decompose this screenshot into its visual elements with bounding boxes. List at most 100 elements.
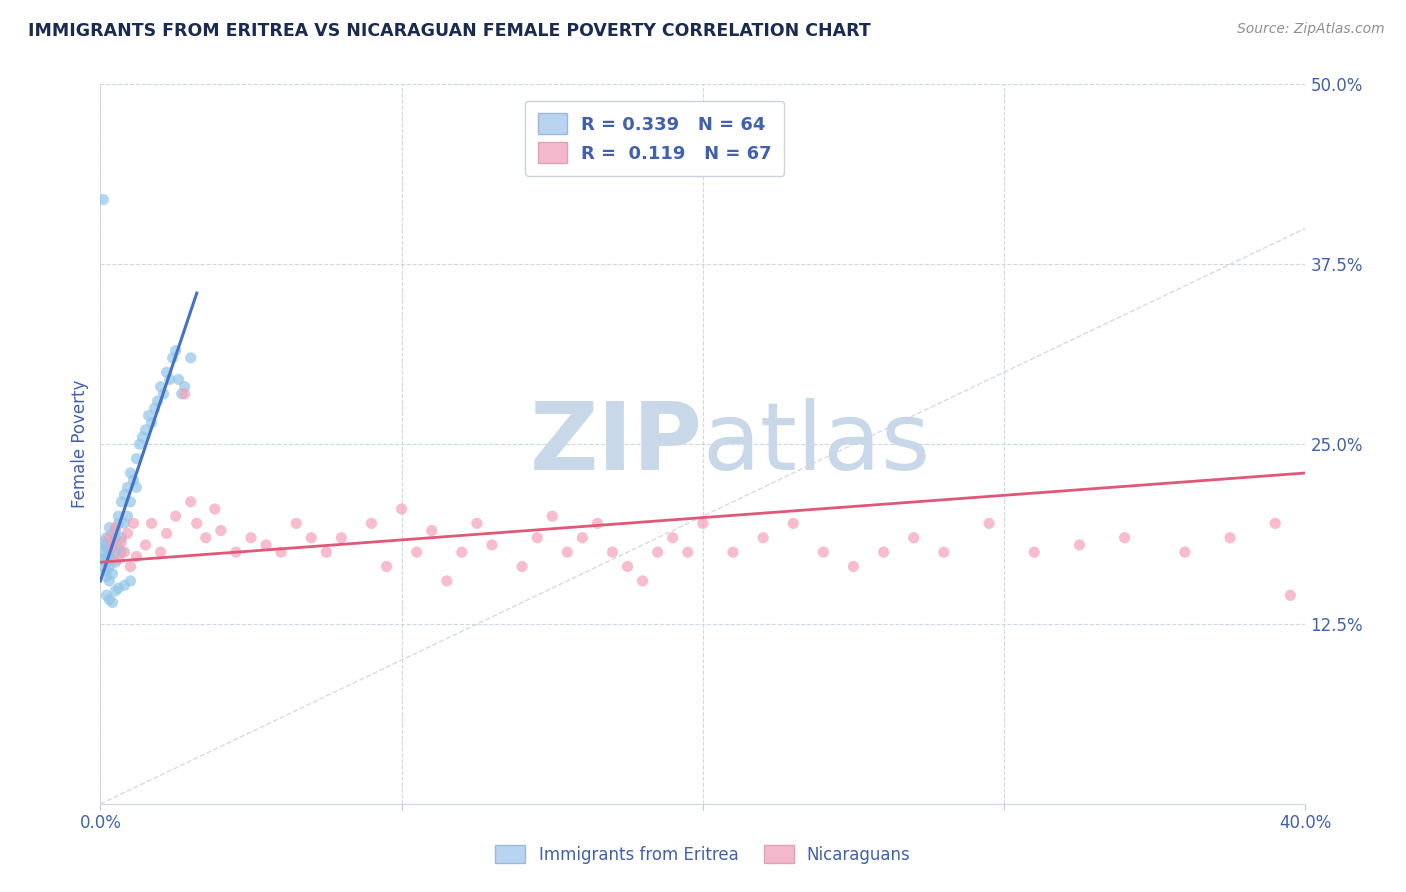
Point xyxy=(104,555,127,569)
Point xyxy=(141,516,163,531)
Point xyxy=(120,574,142,588)
Point xyxy=(586,516,609,531)
Point xyxy=(165,343,187,358)
Point xyxy=(107,552,129,566)
Point xyxy=(254,538,277,552)
Point xyxy=(1114,531,1136,545)
Point xyxy=(391,502,413,516)
Point xyxy=(541,509,564,524)
Point xyxy=(93,193,115,207)
Point xyxy=(117,509,139,524)
Point xyxy=(122,473,145,487)
Point xyxy=(96,588,118,602)
Text: ZIP: ZIP xyxy=(530,398,703,491)
Point xyxy=(149,545,172,559)
Point xyxy=(143,401,166,416)
Point xyxy=(110,495,132,509)
Point xyxy=(170,387,193,401)
Point xyxy=(149,379,172,393)
Point xyxy=(93,559,115,574)
Point xyxy=(602,545,624,559)
Point xyxy=(156,526,179,541)
Point xyxy=(96,555,118,569)
Point xyxy=(1174,545,1197,559)
Point xyxy=(299,531,322,545)
Point xyxy=(107,516,129,531)
Point xyxy=(813,545,835,559)
Point xyxy=(114,516,136,531)
Point xyxy=(631,574,654,588)
Point xyxy=(526,531,548,545)
Point xyxy=(225,545,247,559)
Point xyxy=(270,545,292,559)
Point xyxy=(93,552,115,566)
Point xyxy=(98,574,121,588)
Point xyxy=(96,538,118,552)
Point xyxy=(117,480,139,494)
Point xyxy=(104,521,127,535)
Point xyxy=(165,509,187,524)
Point xyxy=(125,480,148,494)
Point xyxy=(436,574,458,588)
Point xyxy=(101,566,124,581)
Point xyxy=(96,549,118,564)
Point xyxy=(96,564,118,578)
Point xyxy=(104,545,127,559)
Point xyxy=(117,526,139,541)
Point xyxy=(616,559,638,574)
Point xyxy=(120,495,142,509)
Point xyxy=(98,521,121,535)
Point xyxy=(420,524,443,538)
Point xyxy=(1024,545,1046,559)
Point xyxy=(194,531,217,545)
Point xyxy=(186,516,208,531)
Point xyxy=(131,430,153,444)
Point xyxy=(180,351,202,365)
Point xyxy=(285,516,308,531)
Point xyxy=(173,387,195,401)
Point xyxy=(101,526,124,541)
Point xyxy=(180,495,202,509)
Point xyxy=(752,531,775,545)
Point xyxy=(842,559,865,574)
Point xyxy=(125,549,148,564)
Point xyxy=(107,581,129,595)
Point xyxy=(98,548,121,562)
Point xyxy=(330,531,353,545)
Point xyxy=(204,502,226,516)
Point xyxy=(1069,538,1091,552)
Point xyxy=(1264,516,1286,531)
Text: Source: ZipAtlas.com: Source: ZipAtlas.com xyxy=(1237,22,1385,37)
Point xyxy=(135,423,157,437)
Point xyxy=(315,545,337,559)
Point xyxy=(1219,531,1241,545)
Point xyxy=(122,516,145,531)
Point xyxy=(101,595,124,609)
Point xyxy=(96,569,118,583)
Point xyxy=(647,545,669,559)
Point xyxy=(120,559,142,574)
Point xyxy=(104,584,127,599)
Point xyxy=(571,531,593,545)
Point xyxy=(156,365,179,379)
Point xyxy=(555,545,578,559)
Point xyxy=(101,552,124,566)
Point xyxy=(110,535,132,549)
Point xyxy=(114,578,136,592)
Legend: R = 0.339   N = 64, R =  0.119   N = 67: R = 0.339 N = 64, R = 0.119 N = 67 xyxy=(524,101,785,176)
Point xyxy=(661,531,683,545)
Point xyxy=(125,451,148,466)
Point xyxy=(96,531,118,545)
Point xyxy=(110,531,132,545)
Point xyxy=(510,559,533,574)
Point xyxy=(101,541,124,555)
Point xyxy=(114,545,136,559)
Point xyxy=(110,545,132,559)
Point xyxy=(240,531,263,545)
Point xyxy=(98,592,121,607)
Point xyxy=(375,559,398,574)
Point xyxy=(152,387,174,401)
Point xyxy=(146,394,169,409)
Point xyxy=(98,559,121,574)
Point xyxy=(465,516,488,531)
